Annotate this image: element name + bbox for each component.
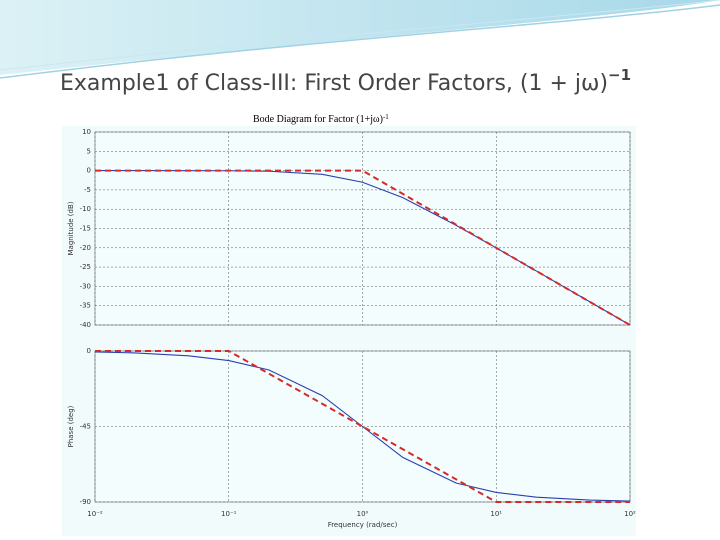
swoosh-line — [0, 4, 720, 79]
y-tick-label: -40 — [80, 321, 91, 329]
slide-title: Example1 of Class-III: First Order Facto… — [60, 66, 631, 96]
series-line — [94, 351, 631, 502]
subtitle-exponent: -1 — [383, 113, 389, 121]
x-tick-label: 10⁻¹ — [221, 510, 237, 518]
y-tick-label: -35 — [80, 302, 91, 310]
y-tick-label: 10 — [82, 128, 91, 136]
y-tick-label: -5 — [84, 186, 91, 194]
x-tick-label: 10² — [624, 510, 636, 518]
y-tick-label: -15 — [80, 225, 91, 233]
y-tick-label: 0 — [87, 347, 91, 355]
swoosh-line — [0, 0, 720, 71]
y-tick-label: 5 — [87, 147, 91, 155]
y-axis-label: Magnitude (dB) — [67, 201, 75, 255]
title-text: Example1 of Class-III: First Order Facto… — [60, 71, 608, 96]
y-tick-label: -30 — [80, 282, 91, 290]
y-tick-label: -20 — [80, 244, 91, 252]
y-tick-label: -10 — [80, 205, 91, 213]
y-tick-label: -25 — [80, 263, 91, 271]
y-tick-label: -45 — [80, 423, 91, 431]
x-axis-label: Frequency (rad/sec) — [328, 521, 398, 529]
subtitle: Bode Diagram for Factor (1+jω)-1 — [253, 113, 389, 125]
y-axis-label: Phase (deg) — [67, 405, 75, 447]
x-tick-label: 10⁻² — [87, 510, 103, 518]
subtitle-text: Bode Diagram for Factor (1+jω) — [253, 114, 383, 125]
series-line — [95, 169, 631, 326]
y-tick-label: -90 — [80, 498, 91, 506]
title-exponent: −1 — [608, 66, 631, 84]
swoosh — [0, 0, 720, 75]
x-tick-label: 10⁰ — [357, 510, 369, 518]
y-tick-label: 0 — [87, 167, 91, 175]
x-tick-label: 10¹ — [490, 510, 502, 518]
